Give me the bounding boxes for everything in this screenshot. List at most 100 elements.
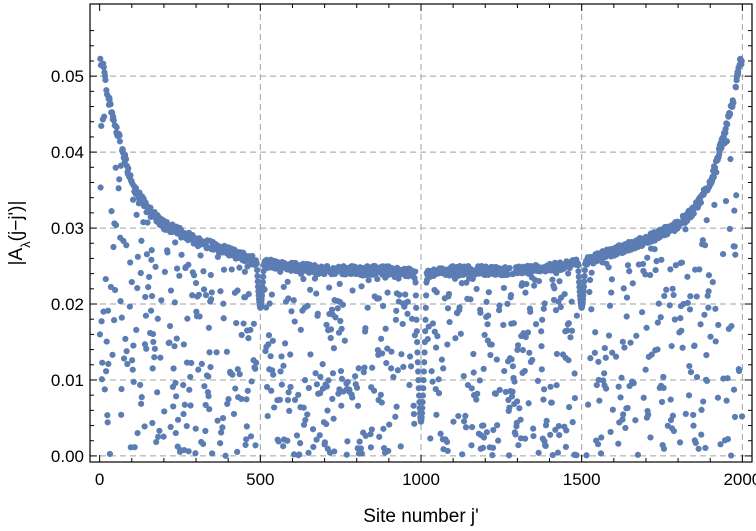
data-point — [484, 321, 491, 328]
data-point — [201, 383, 208, 390]
data-point — [407, 363, 415, 370]
data-point — [557, 303, 564, 311]
x-tick-label: 1000 — [402, 470, 440, 489]
data-point — [148, 256, 155, 263]
data-point — [554, 449, 562, 456]
data-point — [270, 371, 277, 378]
data-point — [352, 373, 359, 380]
data-point — [489, 452, 496, 459]
data-point — [705, 304, 712, 311]
data-point — [167, 287, 175, 294]
data-point — [252, 365, 259, 372]
data-point — [658, 398, 666, 406]
data-point — [717, 441, 724, 448]
data-point — [586, 276, 594, 284]
data-point — [509, 388, 516, 395]
data-point — [726, 225, 733, 232]
data-point — [693, 373, 701, 381]
data-point — [669, 412, 677, 419]
data-point — [406, 381, 413, 389]
data-point — [284, 396, 292, 404]
data-point — [556, 432, 563, 439]
data-point — [549, 276, 556, 283]
data-point — [690, 210, 697, 217]
data-point — [597, 450, 605, 457]
data-point — [541, 300, 548, 307]
data-point — [609, 349, 616, 356]
data-point — [338, 402, 345, 409]
data-point — [240, 320, 247, 327]
y-axis-title-suffix: (j−j')| — [6, 201, 27, 242]
data-point — [605, 332, 613, 339]
data-point — [506, 404, 513, 411]
data-point — [378, 335, 385, 342]
data-point — [250, 320, 257, 327]
data-point — [474, 390, 481, 397]
data-point — [393, 307, 400, 314]
data-point — [344, 378, 351, 386]
data-point — [118, 411, 125, 418]
data-point — [398, 351, 405, 358]
data-point — [598, 434, 605, 441]
data-point — [102, 76, 109, 84]
data-point — [133, 326, 140, 334]
data-point — [236, 264, 243, 271]
data-point — [677, 314, 684, 322]
data-point — [207, 271, 214, 279]
data-point — [277, 368, 284, 375]
data-point — [276, 396, 284, 403]
data-point — [410, 402, 417, 409]
data-point — [149, 365, 156, 372]
data-point — [728, 452, 735, 459]
data-point — [485, 312, 492, 319]
data-point — [301, 377, 309, 384]
data-point — [581, 272, 588, 280]
data-point — [284, 278, 291, 285]
data-point — [144, 219, 151, 226]
data-point — [100, 64, 107, 71]
data-point — [106, 450, 114, 458]
data-point — [490, 426, 497, 434]
data-point — [592, 329, 599, 336]
data-point — [414, 349, 421, 356]
data-point — [208, 289, 215, 296]
data-point — [573, 312, 580, 319]
data-point — [268, 387, 275, 394]
y-axis-title: |Aλ(j−j')| — [6, 201, 33, 266]
data-point — [149, 419, 156, 427]
data-point — [686, 306, 694, 313]
data-point — [423, 292, 430, 299]
data-point — [624, 262, 632, 269]
data-point — [624, 404, 631, 412]
data-point — [310, 443, 317, 451]
grid — [90, 4, 752, 462]
data-point — [245, 335, 252, 342]
data-point — [97, 184, 104, 191]
data-point — [542, 442, 549, 450]
data-point — [244, 387, 251, 394]
data-point — [642, 366, 649, 373]
data-point — [495, 437, 502, 444]
data-point — [575, 273, 582, 280]
data-point — [433, 411, 440, 418]
y-tick-label: 0.00 — [51, 447, 84, 466]
data-point — [506, 264, 513, 272]
data-point — [161, 268, 168, 276]
data-point — [393, 403, 400, 410]
data-point — [555, 422, 562, 430]
data-point — [462, 412, 469, 419]
data-point — [205, 393, 212, 400]
data-point — [317, 373, 324, 381]
data-point — [129, 366, 136, 373]
data-point — [695, 445, 702, 452]
data-point — [419, 399, 426, 406]
data-point — [669, 285, 676, 292]
data-point — [186, 386, 193, 393]
data-point — [483, 429, 490, 436]
data-point — [601, 344, 608, 352]
data-point — [112, 222, 120, 229]
data-point — [184, 315, 191, 322]
data-point — [362, 325, 369, 332]
data-point — [648, 351, 655, 358]
